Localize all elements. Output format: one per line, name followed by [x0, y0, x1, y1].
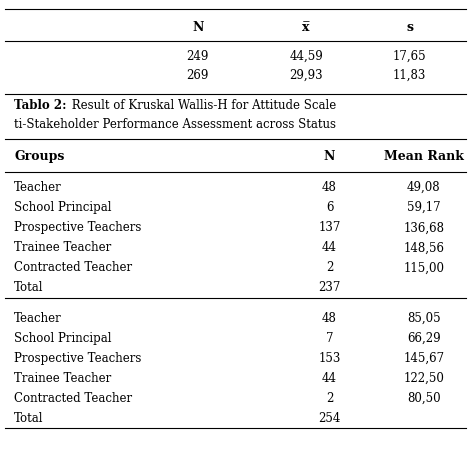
Text: Teacher: Teacher — [14, 181, 62, 194]
Text: School Principal: School Principal — [14, 201, 111, 214]
Text: Mean Rank: Mean Rank — [384, 150, 464, 163]
Text: School Principal: School Principal — [14, 332, 111, 345]
Text: 148,56: 148,56 — [403, 241, 444, 255]
Text: 48: 48 — [322, 181, 337, 194]
Text: Prospective Teachers: Prospective Teachers — [14, 221, 142, 234]
Text: 44: 44 — [322, 241, 337, 255]
Text: N: N — [192, 21, 203, 34]
Text: 122,50: 122,50 — [403, 372, 444, 385]
Text: Groups: Groups — [14, 150, 64, 163]
Text: 29,93: 29,93 — [289, 69, 323, 82]
Text: 44,59: 44,59 — [289, 50, 323, 63]
Text: Trainee Teacher: Trainee Teacher — [14, 241, 111, 255]
Text: s: s — [406, 21, 413, 34]
Text: 48: 48 — [322, 311, 337, 325]
Text: 49,08: 49,08 — [407, 181, 440, 194]
Text: 269: 269 — [187, 69, 209, 82]
Text: 80,50: 80,50 — [407, 392, 440, 405]
Text: Tablo 2:: Tablo 2: — [14, 99, 67, 112]
Text: Total: Total — [14, 412, 44, 425]
Text: Prospective Teachers: Prospective Teachers — [14, 352, 142, 365]
Text: 66,29: 66,29 — [407, 332, 440, 345]
Text: 2: 2 — [326, 392, 333, 405]
Text: Trainee Teacher: Trainee Teacher — [14, 372, 111, 385]
Text: 85,05: 85,05 — [407, 311, 440, 325]
Text: 145,67: 145,67 — [403, 352, 444, 365]
Text: 59,17: 59,17 — [407, 201, 440, 214]
Text: 17,65: 17,65 — [393, 50, 427, 63]
Text: 6: 6 — [326, 201, 333, 214]
Text: 136,68: 136,68 — [403, 221, 444, 234]
Text: 254: 254 — [319, 412, 341, 425]
Text: Total: Total — [14, 282, 44, 294]
Text: 44: 44 — [322, 372, 337, 385]
Text: 137: 137 — [319, 221, 341, 234]
Text: 153: 153 — [319, 352, 341, 365]
Text: ti-Stakeholder Performance Assessment across Status: ti-Stakeholder Performance Assessment ac… — [14, 118, 340, 131]
Text: Contracted Teacher: Contracted Teacher — [14, 261, 132, 274]
Text: 249: 249 — [187, 50, 209, 63]
Text: 7: 7 — [326, 332, 333, 345]
Text: Teacher: Teacher — [14, 311, 62, 325]
Text: 2: 2 — [326, 261, 333, 274]
Text: N: N — [324, 150, 335, 163]
Text: Contracted Teacher: Contracted Teacher — [14, 392, 132, 405]
Text: Result of Kruskal Wallis-H for Attitude Scale: Result of Kruskal Wallis-H for Attitude … — [68, 99, 337, 112]
Text: 115,00: 115,00 — [403, 261, 444, 274]
Text: x̅: x̅ — [302, 21, 310, 34]
Text: 237: 237 — [319, 282, 341, 294]
Text: 11,83: 11,83 — [393, 69, 426, 82]
